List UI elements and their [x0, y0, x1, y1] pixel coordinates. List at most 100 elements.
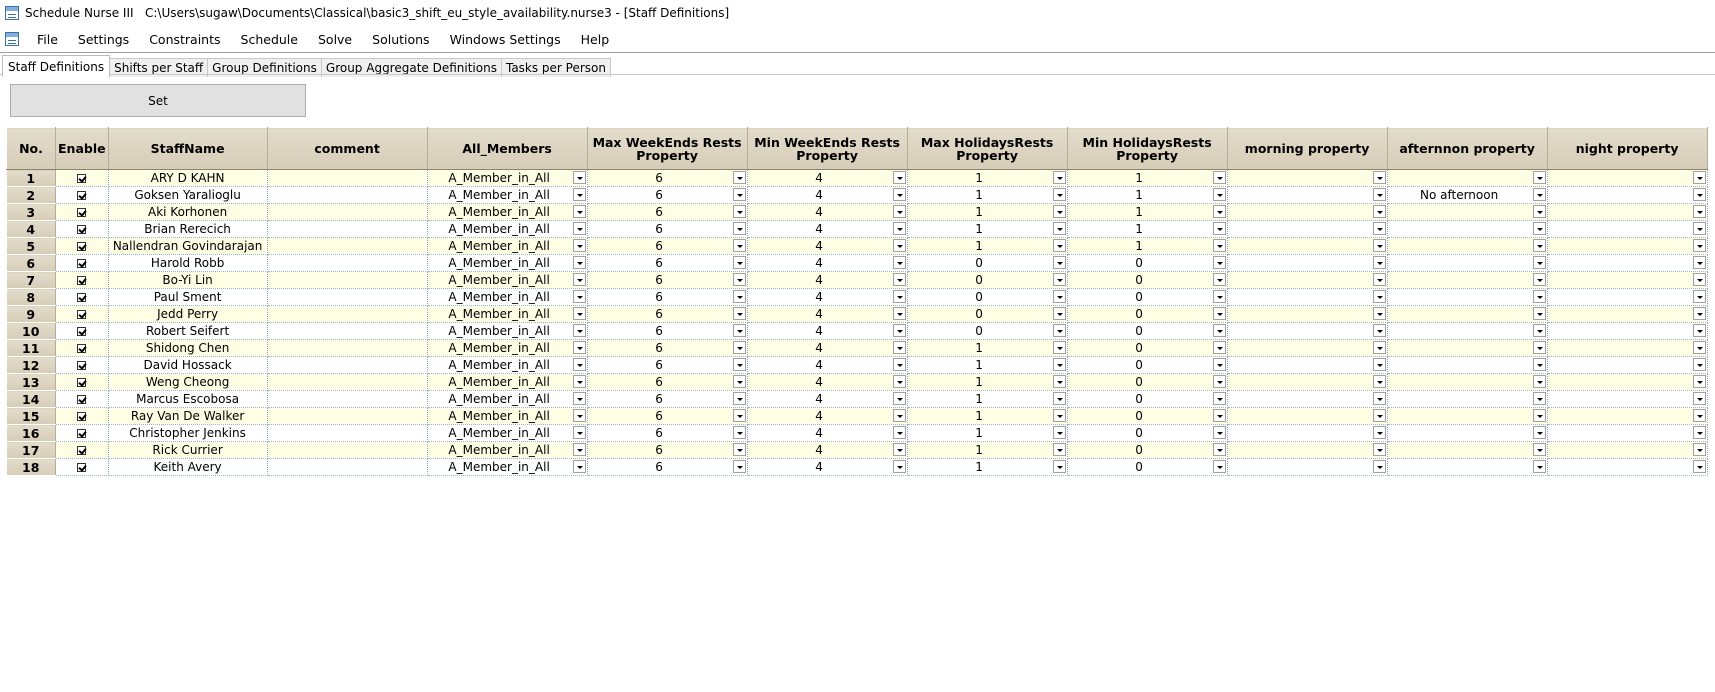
min-holidays-combo-cell[interactable]: 1 — [1067, 220, 1228, 238]
dropdown-arrow-icon[interactable] — [892, 426, 906, 439]
dropdown-arrow-icon[interactable] — [1532, 256, 1546, 269]
all-members-combo-cell[interactable]: A_Member_in_All — [427, 220, 588, 238]
row-number[interactable]: 1 — [6, 169, 56, 187]
max-holidays-combo-cell[interactable]: 0 — [907, 254, 1068, 272]
min-holidays-combo[interactable]: 0 — [1068, 374, 1227, 390]
min-weekends-combo-cell[interactable]: 4 — [747, 186, 908, 204]
dropdown-arrow-icon[interactable] — [1372, 205, 1386, 218]
dropdown-arrow-icon[interactable] — [1212, 460, 1226, 473]
dropdown-arrow-icon[interactable] — [1532, 358, 1546, 371]
afternoon-combo-cell[interactable] — [1387, 373, 1548, 391]
menu-constraints[interactable]: Constraints — [149, 31, 221, 47]
min-weekends-combo[interactable]: 4 — [748, 391, 907, 407]
min-holidays-combo[interactable]: 0 — [1068, 340, 1227, 356]
staff-name-cell[interactable]: Nallendran Govindarajan — [108, 237, 268, 255]
staff-name-cell[interactable]: Goksen Yaralioglu — [108, 186, 268, 204]
comment-cell[interactable] — [267, 458, 428, 476]
dropdown-arrow-icon[interactable] — [1372, 222, 1386, 235]
enable-cell[interactable] — [55, 169, 109, 187]
max-holidays-combo[interactable]: 0 — [908, 306, 1067, 322]
afternoon-combo-cell[interactable] — [1387, 203, 1548, 221]
staff-name-cell[interactable]: Shidong Chen — [108, 339, 268, 357]
morning-combo-cell[interactable] — [1227, 237, 1388, 255]
dropdown-arrow-icon[interactable] — [1372, 443, 1386, 456]
dropdown-arrow-icon[interactable] — [1212, 239, 1226, 252]
enable-cell[interactable] — [55, 390, 109, 408]
dropdown-arrow-icon[interactable] — [892, 460, 906, 473]
enable-checkbox[interactable] — [77, 208, 87, 217]
dropdown-arrow-icon[interactable] — [732, 256, 746, 269]
dropdown-arrow-icon[interactable] — [732, 171, 746, 184]
afternoon-combo-cell[interactable]: No afternoon — [1387, 186, 1548, 204]
dropdown-arrow-icon[interactable] — [572, 239, 586, 252]
row-number[interactable]: 9 — [6, 305, 56, 323]
max-holidays-combo[interactable]: 1 — [908, 238, 1067, 254]
col-header-night[interactable]: night property — [1546, 127, 1708, 170]
dropdown-arrow-icon[interactable] — [1052, 290, 1066, 303]
tab-staff-definitions[interactable]: Staff Definitions — [2, 55, 111, 77]
night-combo[interactable] — [1548, 187, 1707, 203]
min-weekends-combo[interactable]: 4 — [748, 408, 907, 424]
morning-combo[interactable] — [1228, 459, 1387, 475]
dropdown-arrow-icon[interactable] — [1372, 273, 1386, 286]
min-holidays-combo[interactable]: 0 — [1068, 255, 1227, 271]
dropdown-arrow-icon[interactable] — [1212, 358, 1226, 371]
afternoon-combo-cell[interactable] — [1387, 220, 1548, 238]
max-holidays-combo[interactable]: 1 — [908, 204, 1067, 220]
afternoon-combo-cell[interactable] — [1387, 424, 1548, 442]
staff-name-cell[interactable]: Rick Currier — [108, 441, 268, 459]
afternoon-combo[interactable] — [1388, 289, 1547, 305]
afternoon-combo[interactable] — [1388, 272, 1547, 288]
afternoon-combo[interactable] — [1388, 459, 1547, 475]
max-holidays-combo-cell[interactable]: 1 — [907, 356, 1068, 374]
menu-help[interactable]: Help — [580, 31, 610, 47]
staff-name-cell[interactable]: Bo-Yi Lin — [108, 271, 268, 289]
min-holidays-combo[interactable]: 0 — [1068, 442, 1227, 458]
max-holidays-combo-cell[interactable]: 0 — [907, 305, 1068, 323]
afternoon-combo-cell[interactable] — [1387, 322, 1548, 340]
comment-cell[interactable] — [267, 305, 428, 323]
dropdown-arrow-icon[interactable] — [1532, 375, 1546, 388]
night-combo[interactable] — [1548, 255, 1707, 271]
night-combo-cell[interactable] — [1547, 186, 1708, 204]
night-combo[interactable] — [1548, 221, 1707, 237]
max-weekends-combo[interactable]: 6 — [588, 374, 747, 390]
afternoon-combo[interactable] — [1388, 442, 1547, 458]
morning-combo[interactable] — [1228, 238, 1387, 254]
morning-combo[interactable] — [1228, 340, 1387, 356]
dropdown-arrow-icon[interactable] — [1052, 205, 1066, 218]
max-weekends-combo-cell[interactable]: 6 — [587, 441, 748, 459]
max-weekends-combo-cell[interactable]: 6 — [587, 305, 748, 323]
all-members-combo-cell[interactable]: A_Member_in_All — [427, 203, 588, 221]
morning-combo[interactable] — [1228, 255, 1387, 271]
min-weekends-combo-cell[interactable]: 4 — [747, 458, 908, 476]
night-combo-cell[interactable] — [1547, 458, 1708, 476]
min-holidays-combo[interactable]: 0 — [1068, 391, 1227, 407]
enable-checkbox[interactable] — [77, 174, 87, 183]
night-combo[interactable] — [1548, 306, 1707, 322]
dropdown-arrow-icon[interactable] — [1692, 307, 1706, 320]
min-holidays-combo[interactable]: 0 — [1068, 306, 1227, 322]
afternoon-combo-cell[interactable] — [1387, 339, 1548, 357]
afternoon-combo[interactable]: No afternoon — [1388, 187, 1547, 203]
dropdown-arrow-icon[interactable] — [572, 171, 586, 184]
afternoon-combo[interactable] — [1388, 306, 1547, 322]
dropdown-arrow-icon[interactable] — [572, 188, 586, 201]
min-weekends-combo-cell[interactable]: 4 — [747, 339, 908, 357]
dropdown-arrow-icon[interactable] — [892, 188, 906, 201]
dropdown-arrow-icon[interactable] — [572, 222, 586, 235]
morning-combo[interactable] — [1228, 272, 1387, 288]
dropdown-arrow-icon[interactable] — [1692, 205, 1706, 218]
min-holidays-combo-cell[interactable]: 0 — [1067, 441, 1228, 459]
staff-name-cell[interactable]: Harold Robb — [108, 254, 268, 272]
dropdown-arrow-icon[interactable] — [572, 375, 586, 388]
morning-combo[interactable] — [1228, 187, 1387, 203]
max-holidays-combo-cell[interactable]: 0 — [907, 288, 1068, 306]
max-weekends-combo-cell[interactable]: 6 — [587, 186, 748, 204]
min-weekends-combo[interactable]: 4 — [748, 340, 907, 356]
dropdown-arrow-icon[interactable] — [892, 273, 906, 286]
dropdown-arrow-icon[interactable] — [1532, 273, 1546, 286]
afternoon-combo-cell[interactable] — [1387, 356, 1548, 374]
min-weekends-combo-cell[interactable]: 4 — [747, 169, 908, 187]
document-icon[interactable] — [5, 32, 19, 46]
